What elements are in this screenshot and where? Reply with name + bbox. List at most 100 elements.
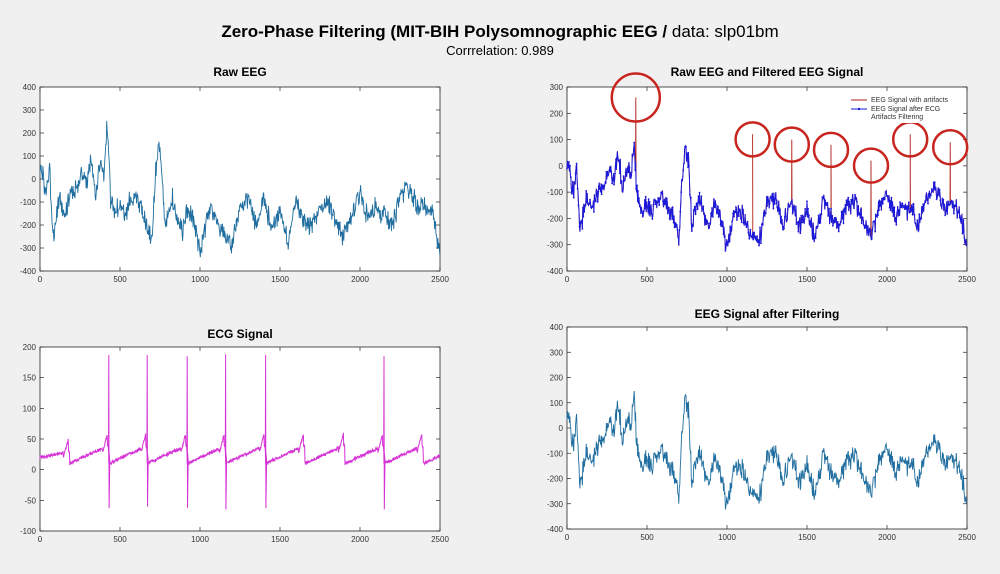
overlay-filtered-marker (772, 207, 775, 210)
overlay-filtered-marker (574, 172, 577, 175)
filtered-ytick-label: 300 (550, 348, 564, 357)
ecg-xtick-label: 1500 (271, 535, 289, 544)
overlay-filtered-marker (640, 212, 642, 215)
overlay-filtered-marker (890, 196, 893, 199)
overlay-filtered-marker (827, 215, 829, 217)
overlay-filtered-marker (799, 232, 802, 235)
overlay-filtered-marker (835, 227, 838, 229)
overlay-filtered-marker (705, 223, 708, 226)
overlay-filtered-marker (745, 226, 748, 229)
overlay-filtered-marker (887, 198, 890, 201)
overlay-filtered-marker (663, 200, 665, 203)
overlay-filtered-marker (778, 213, 781, 215)
overlay-filtered-marker (758, 244, 760, 247)
overlay-filtered-marker (624, 171, 627, 174)
raw-xtick-label: 0 (38, 275, 43, 284)
overlay-filtered-marker (664, 203, 666, 206)
filtered-xtick-label: 2000 (878, 533, 896, 542)
overlay-filtered-marker (871, 229, 874, 232)
overlay-filtered-marker (748, 237, 751, 240)
overlay-filtered-marker (952, 200, 954, 203)
overlay-filtered-marker (575, 162, 578, 165)
overlay-filtered-marker (736, 219, 738, 221)
overlay-filtered-marker (702, 205, 705, 208)
overlay-filtered-marker (648, 200, 651, 203)
overlay-xtick-label: 2500 (958, 275, 976, 284)
overlay-filtered-marker (718, 209, 721, 212)
overlay-xtick-label: 0 (565, 275, 570, 284)
overlay-filtered-marker (904, 208, 906, 211)
overlay-filtered-marker (944, 214, 947, 217)
overlay-filtered-marker (797, 230, 800, 233)
overlay-filtered-marker (881, 197, 883, 200)
overlay-filtered-marker (884, 190, 887, 193)
overlay-filtered-marker (905, 206, 907, 209)
overlay-filtered-marker (732, 212, 734, 215)
overlay-filtered-marker (615, 158, 617, 161)
filtered-ytick-label: 100 (550, 399, 564, 408)
overlay-filtered-marker (704, 214, 707, 217)
overlay-filtered-marker (734, 211, 736, 213)
filtered-ytick-label: -100 (547, 449, 564, 458)
overlay-filtered-marker (798, 220, 801, 223)
overlay-filtered-marker (927, 202, 929, 205)
overlay-filtered-marker (771, 192, 774, 195)
ecg-xtick-label: 2500 (431, 535, 449, 544)
overlay-filtered-marker (582, 215, 585, 218)
overlay-filtered-marker (864, 226, 867, 229)
overlay-filtered-marker (891, 201, 894, 203)
overlay-filtered-marker (717, 215, 720, 218)
overlay-filtered-marker (667, 206, 670, 209)
overlay-filtered-marker (809, 226, 812, 228)
overlay-filtered-marker (767, 199, 770, 202)
overlay-filtered-marker (584, 204, 587, 207)
ecg-ytick-label: -50 (24, 496, 36, 505)
overlay-filtered-marker (800, 214, 803, 217)
overlay-filtered-marker (601, 187, 604, 190)
overlay-ytick-label: 0 (559, 162, 564, 171)
filtered-xtick-label: 1000 (718, 533, 736, 542)
overlay-filtered-marker (938, 188, 941, 191)
overlay-filtered-marker (634, 169, 637, 172)
overlay-filtered-marker (964, 241, 967, 243)
overlay-filtered-marker (954, 205, 957, 208)
ecg-ytick-label: 100 (23, 404, 37, 413)
overlay-filtered-marker (677, 236, 680, 239)
overlay-filtered-marker (749, 228, 752, 231)
overlay-filtered-marker (633, 141, 636, 144)
filtered-eeg-line (566, 390, 968, 510)
overlay-filtered-marker (865, 224, 868, 227)
overlay-filtered-marker (779, 209, 781, 211)
overlay-filtered-marker (931, 190, 934, 193)
overlay-filtered-marker (613, 183, 615, 186)
overlay-filtered-marker (775, 202, 778, 205)
overlay-filtered-marker (572, 196, 575, 199)
overlay-filtered-marker (689, 196, 692, 199)
overlay-xtick-label: 1000 (718, 275, 736, 284)
overlay-filtered-marker (770, 197, 773, 200)
raw-xtick-label: 500 (113, 275, 127, 284)
raw-xtick-label: 1500 (271, 275, 289, 284)
overlay-filtered-marker (586, 193, 589, 195)
overlay-filtered-marker (940, 204, 943, 207)
overlay-filtered-marker (699, 201, 702, 204)
overlay-filtered-marker (793, 205, 796, 208)
overlay-xtick-label: 1500 (798, 275, 816, 284)
overlay-filtered-marker (644, 195, 647, 198)
overlay-filtered-marker (849, 204, 852, 207)
overlay-filtered-marker (962, 219, 965, 221)
overlay-filtered-marker (737, 215, 740, 218)
ecg-ytick-label: 0 (32, 466, 37, 475)
overlay-filtered-marker (714, 203, 717, 206)
raw-xtick-label: 1000 (191, 275, 209, 284)
raw-ytick-label: -300 (20, 244, 37, 253)
artifact-highlight-circle (812, 131, 850, 169)
raw-chart-title: Raw EEG (213, 65, 266, 79)
overlay-filtered-marker (636, 184, 638, 187)
overlay-filtered-marker (807, 207, 809, 210)
legend-filtered-label: EEG Signal after ECG (871, 106, 940, 113)
figure-title-main: Zero-Phase Filtering (MIT-BIH Polysomnog… (221, 22, 668, 41)
overlay-filtered-marker (930, 188, 933, 190)
overlay-filtered-marker (612, 179, 614, 182)
